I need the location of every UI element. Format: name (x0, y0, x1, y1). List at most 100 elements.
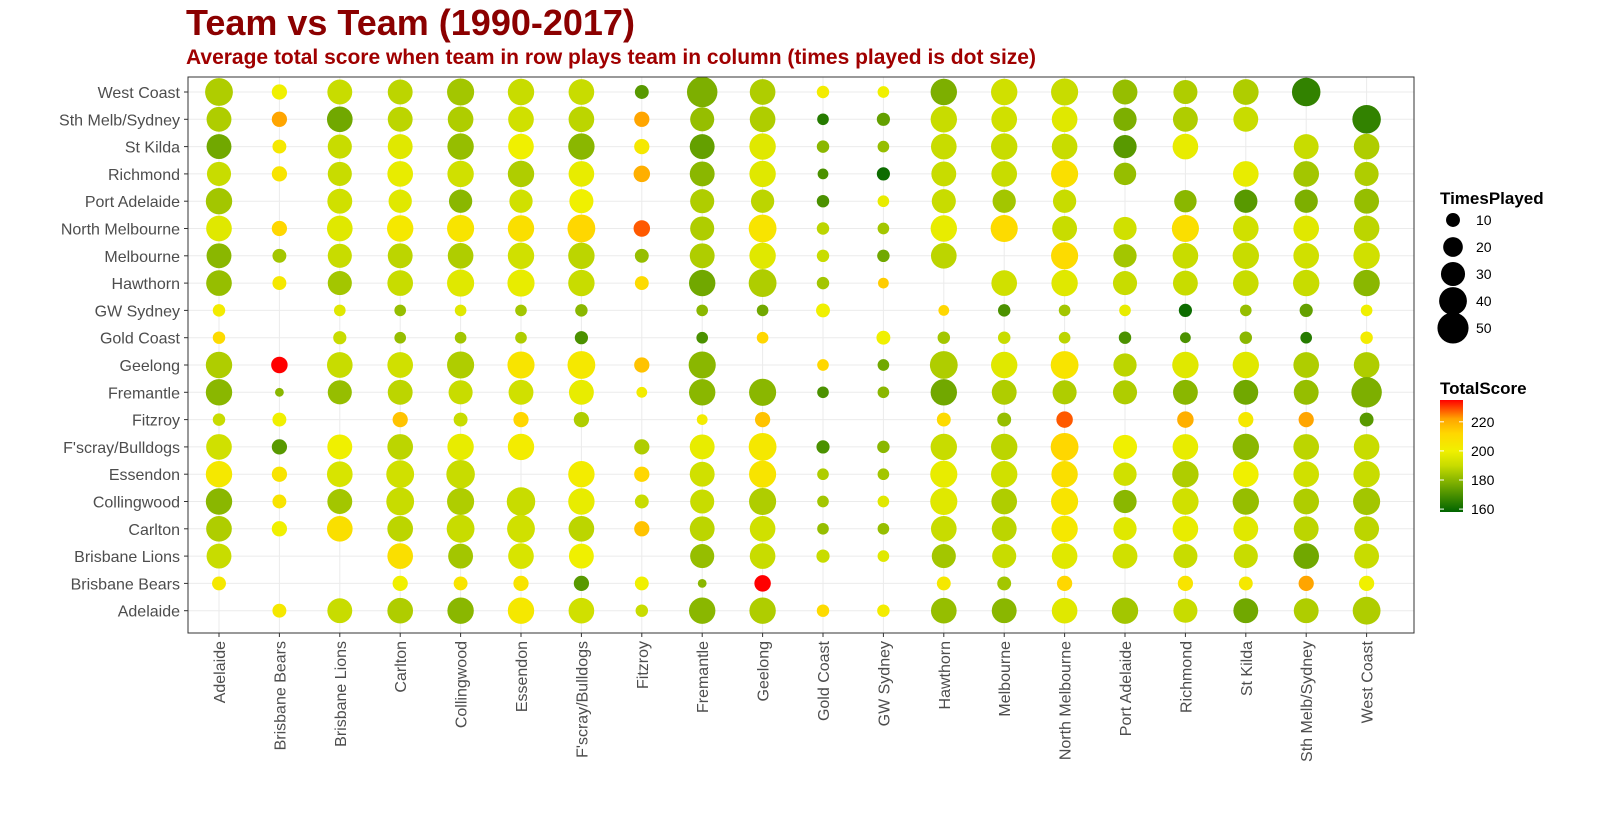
data-point (1298, 411, 1314, 428)
data-point (1353, 352, 1380, 378)
data-point (568, 79, 595, 105)
data-point (573, 575, 590, 592)
data-point (991, 161, 1018, 187)
data-point (271, 84, 288, 100)
data-point (507, 597, 535, 624)
data-point (1173, 79, 1198, 105)
data-point (877, 495, 890, 508)
data-point (997, 412, 1012, 427)
y-tick-label: GW Sydney (95, 303, 180, 320)
data-point (1113, 134, 1137, 159)
data-point (1299, 303, 1313, 317)
y-tick-label: Fremantle (108, 385, 180, 402)
data-point (1052, 189, 1077, 213)
data-point (696, 331, 709, 344)
data-point (877, 140, 890, 153)
data-point (568, 106, 595, 133)
data-point (1233, 516, 1259, 542)
data-point (816, 440, 830, 454)
data-point (387, 597, 414, 624)
data-point (1056, 575, 1073, 592)
data-point (387, 379, 413, 405)
data-point (1058, 304, 1071, 317)
y-tick-label: Carlton (128, 522, 180, 539)
data-point (387, 106, 413, 132)
data-point (817, 168, 829, 180)
data-point (1232, 433, 1260, 461)
data-point (1052, 216, 1078, 241)
y-axis: Adelaide Brisbane Bears Brisbane Lions Carl… (59, 85, 188, 621)
data-point (756, 304, 769, 317)
data-point (1178, 303, 1192, 317)
data-point (206, 434, 232, 460)
x-tick-label: Melbourne (997, 641, 1014, 717)
data-point (326, 352, 353, 378)
y-tick-label: Collingwood (93, 495, 180, 512)
data-point (816, 85, 830, 99)
data-point (327, 134, 352, 159)
data-point (447, 106, 474, 133)
data-point (1180, 332, 1191, 344)
data-point (749, 106, 776, 133)
data-point (816, 549, 830, 563)
data-point (205, 188, 233, 215)
size-legend-label: 50 (1476, 320, 1492, 336)
data-point (1352, 105, 1381, 134)
data-point (1234, 189, 1258, 213)
data-point (447, 214, 475, 243)
data-point (1353, 487, 1381, 516)
data-point (689, 516, 715, 542)
y-tick-label: Geelong (120, 358, 181, 375)
data-point (212, 576, 226, 591)
data-point (877, 522, 890, 535)
data-point (327, 243, 352, 268)
size-legend-key (1439, 287, 1467, 315)
data-point (930, 242, 957, 269)
data-point (749, 242, 776, 269)
data-point (1172, 242, 1199, 269)
data-point (930, 460, 958, 488)
data-point (749, 515, 776, 542)
data-point (930, 379, 957, 406)
data-point (454, 304, 467, 317)
data-point (877, 386, 890, 399)
data-point (634, 494, 649, 509)
data-point (877, 550, 890, 562)
data-point (447, 433, 474, 461)
data-point (1172, 379, 1198, 405)
data-point (568, 515, 595, 542)
color-bar (1440, 400, 1463, 512)
size-legend: TimesPlayed 10 20 30 40 50 (1437, 189, 1544, 344)
x-tick-label: GW Sydney (876, 641, 893, 726)
data-point (748, 432, 777, 461)
data-point (1051, 269, 1078, 297)
data-point (1232, 242, 1260, 269)
data-point (877, 468, 890, 481)
data-point (689, 161, 715, 187)
data-point (1239, 304, 1252, 317)
data-point (816, 222, 830, 235)
data-point (1052, 380, 1077, 405)
data-point (1293, 488, 1320, 515)
data-point (327, 188, 353, 214)
data-point (749, 460, 777, 488)
data-point (690, 107, 715, 132)
data-point (686, 76, 718, 108)
size-legend-key (1437, 312, 1469, 344)
data-point (634, 439, 650, 455)
data-point (568, 543, 594, 569)
data-point (387, 215, 414, 242)
x-tick-label: St Kilda (1239, 641, 1256, 696)
data-point (507, 242, 535, 269)
data-point (1293, 516, 1319, 542)
data-point (1353, 242, 1380, 269)
data-point (387, 515, 414, 542)
data-point (1113, 462, 1137, 486)
data-point (386, 460, 415, 489)
data-point (508, 106, 534, 133)
color-legend-title: TotalScore (1440, 379, 1527, 398)
data-point (507, 215, 535, 242)
plot-panel (188, 77, 1414, 633)
data-point (507, 514, 535, 543)
data-point (817, 468, 829, 481)
